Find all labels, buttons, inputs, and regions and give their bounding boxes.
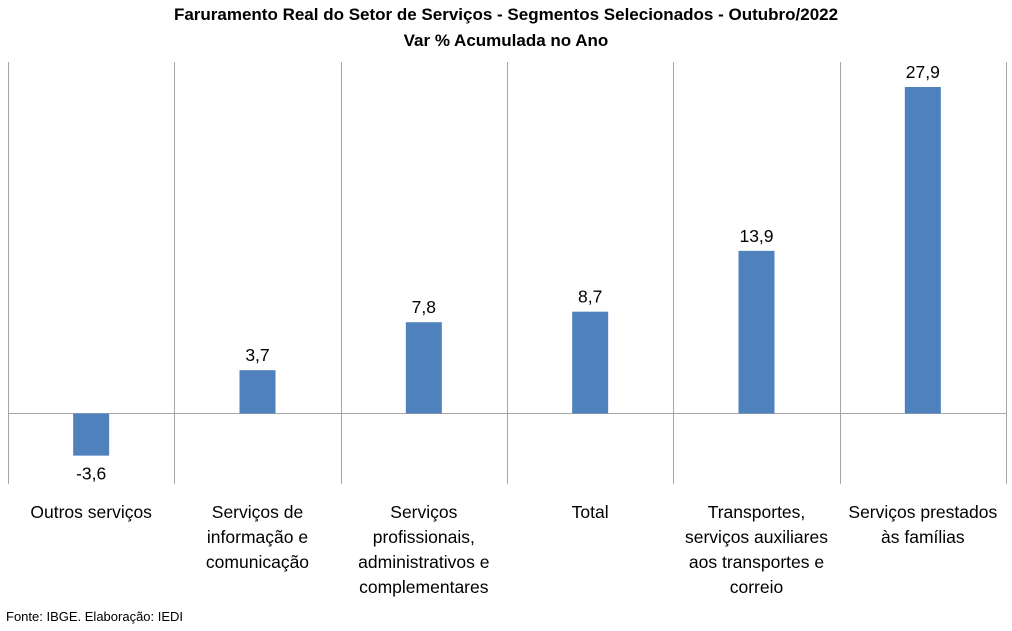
category-label-line: correio — [729, 577, 784, 597]
category-label: Serviços prestados às famílias — [840, 500, 1006, 550]
category-label-line: comunicação — [205, 552, 310, 572]
category-label-line: Serviços de — [211, 502, 304, 522]
category-label-line: aos transportes e — [688, 552, 825, 572]
data-label: 7,8 — [412, 297, 436, 317]
category-label: Serviços profissionais, administrativos e c… — [341, 500, 507, 600]
category-label: Outros serviços — [8, 500, 174, 525]
bar — [239, 370, 276, 414]
chart-title: Faruramento Real do Setor de Serviços - … — [173, 5, 839, 24]
source-note: Fonte: IBGE. Elaboração: IEDI — [6, 609, 184, 624]
bar — [572, 311, 609, 414]
bar — [904, 87, 941, 414]
category-label-line: serviços auxiliares — [685, 527, 828, 547]
data-label: 13,9 — [739, 226, 773, 246]
category-label-line: às famílias — [881, 527, 965, 547]
category-label-line: administrativos e — [358, 552, 490, 572]
category-label-line: informação e — [206, 527, 309, 547]
category-label-line: Transportes, — [707, 502, 806, 522]
category-label-line: complementares — [359, 577, 489, 597]
chart-subtitle: Var % Acumulada no Ano — [403, 31, 609, 50]
category-label: Transportes, serviços auxiliares aos trans… — [673, 500, 839, 600]
data-label: 8,7 — [578, 287, 602, 307]
category-label-line: Serviços — [390, 502, 458, 522]
bar — [738, 250, 775, 414]
category-label-line: Serviços prestados — [848, 502, 998, 522]
bar — [405, 322, 442, 414]
category-label: Serviços de informação e comunicação — [174, 500, 340, 575]
bar — [73, 413, 110, 456]
category-label-line: profissionais, — [372, 527, 475, 547]
category-label: Total — [507, 500, 673, 525]
category-label-line: Outros serviços — [30, 502, 152, 522]
data-label: 27,9 — [906, 62, 940, 82]
data-label: -3,6 — [76, 464, 106, 484]
category-label-line: Total — [571, 502, 609, 522]
data-label: 3,7 — [245, 345, 269, 365]
